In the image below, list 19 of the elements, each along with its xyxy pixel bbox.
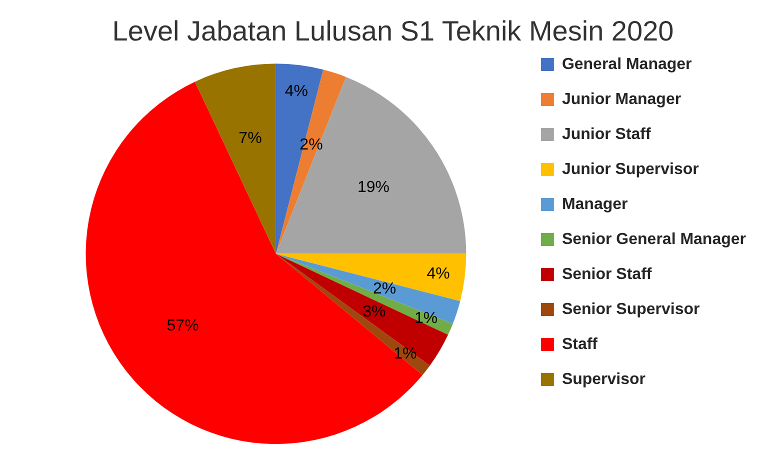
legend-label: General Manager (562, 56, 692, 73)
data-label: 7% (238, 130, 262, 148)
data-label: 2% (372, 280, 396, 298)
legend-label: Junior Supervisor (562, 160, 699, 178)
data-label: 57% (166, 317, 199, 334)
data-label: 4% (284, 82, 308, 100)
legend-label: Manager (562, 196, 628, 213)
data-label: 4% (426, 266, 450, 283)
legend-label: Staff (562, 336, 598, 353)
chart-title: Level Jabatan Lulusan S1 Teknik Mesin 2020 (112, 16, 674, 47)
legend-label: Junior Staff (562, 126, 652, 143)
data-label: 1% (394, 345, 417, 362)
legend-label: Junior Manager (562, 90, 682, 108)
legend-label: Senior General Manager (562, 230, 746, 248)
legend-label: Senior Supervisor (562, 300, 700, 318)
legend-label: Senior Staff (562, 266, 652, 283)
data-label: 19% (357, 178, 390, 196)
legend-label: Supervisor (562, 370, 646, 388)
data-label: 3% (362, 303, 386, 320)
